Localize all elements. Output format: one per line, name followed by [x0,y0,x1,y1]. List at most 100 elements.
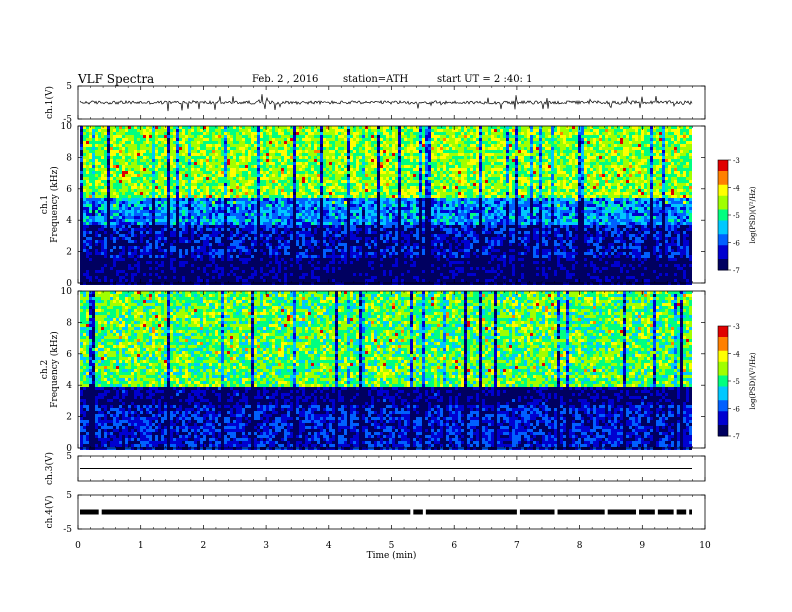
spectrogram-cell [143,138,146,141]
spectrogram-cell [134,192,137,195]
spectrogram-cell [122,267,125,270]
spectrogram-cell [80,270,83,273]
spectrogram-cell [95,204,98,207]
spectrogram-cell [110,276,113,279]
spectrogram-cell [89,174,92,177]
spectrogram-cell [131,204,134,207]
spectrogram-cell [122,252,125,255]
spectrogram-cell [95,240,98,243]
spectrogram-cell [149,258,152,261]
spectrogram-cell [128,156,131,159]
spectrogram-cell [143,168,146,171]
spectrogram-cell [95,258,98,261]
spectrogram-cell [143,219,146,222]
spectrogram-cell [134,138,137,141]
spectrogram-cell [134,276,137,279]
spectrogram-cell [143,213,146,216]
spectrogram-cell [110,180,113,183]
spectrogram-cell [98,198,101,201]
spectrogram-cell [104,240,107,243]
spectrogram-cell [140,270,143,273]
spectrogram-cell [104,189,107,192]
spectrogram-cell [122,195,125,198]
spectrogram-cell [89,267,92,270]
spectrogram-cell [98,150,101,153]
spectrogram-cell [149,138,152,141]
spectrogram-cell [146,249,149,252]
spectrogram-cell [134,204,137,207]
spectrogram-cell [116,171,119,174]
spectrogram-cell [101,132,104,135]
spectrogram-cell [137,240,140,243]
spectrogram-cell [107,240,110,243]
spectrogram-cell [110,243,113,246]
spectrogram-cell [131,228,134,231]
spectrogram-cell [119,192,122,195]
spectrogram-cell [146,183,149,186]
spectrogram-cell [110,177,113,180]
spectrogram-cell [143,207,146,210]
spectrogram-cell [113,165,116,168]
spectrogram-cell [107,189,110,192]
spectrogram-cell [143,252,146,255]
spectrogram-cell [110,252,113,255]
spectrogram-cell [107,165,110,168]
spectrogram-cell [98,237,101,240]
spectrogram-cell [134,246,137,249]
spectrogram-cell [107,219,110,222]
spectrogram-cell [119,276,122,279]
spectrogram-cell [134,144,137,147]
spectrogram-cell [149,165,152,168]
spectrogram-cell [110,279,113,282]
spectrogram-cell [89,168,92,171]
spectrogram-cell [92,171,95,174]
spectrogram-cell [125,240,128,243]
spectrogram-cell [95,174,98,177]
spectrogram-cell [137,189,140,192]
spectrogram-cell [140,171,143,174]
spectrogram-cell [122,249,125,252]
spectrogram-cell [116,159,119,162]
spectrogram-cell [80,213,83,216]
spectrogram-cell [104,159,107,162]
spectrogram-cell [89,144,92,147]
spectrogram-cell [128,267,131,270]
spectrogram-cell [131,276,134,279]
spectrogram-cell [125,192,128,195]
spectrogram-cell [107,252,110,255]
spectrogram-cell [80,267,83,270]
spectrogram-cell [98,210,101,213]
spectrogram-cell [98,270,101,273]
spectrogram-cell [128,168,131,171]
spectrogram-cell [104,213,107,216]
spectrogram-cell [89,192,92,195]
spectrogram-cell [104,210,107,213]
spectrogram-cell [140,207,143,210]
spectrogram-cell [86,231,89,234]
spectrogram-cell [92,132,95,135]
spectrogram-cell [113,135,116,138]
plot-canvas: 5-5ch.1(V) 0246810ch.1 Frequency (kHz) 02… [0,0,792,612]
spectrogram-cell [116,129,119,132]
spectrogram-cell [125,177,128,180]
spectrogram-cell [137,255,140,258]
spectrogram-cell [119,219,122,222]
spectrogram-cell [92,276,95,279]
spectrogram-cell [146,138,149,141]
spectrogram-cell [137,258,140,261]
spectrogram-cell [95,243,98,246]
spectrogram-cell [143,177,146,180]
spectrogram-cell [80,126,83,129]
spectrogram-cell [95,228,98,231]
spectrogram-cell [143,258,146,261]
spectrogram-cell [149,147,152,150]
spectrogram-cell [98,246,101,249]
spectrogram-cell [116,144,119,147]
spectrogram-cell [134,237,137,240]
spectrogram-cell [83,168,86,171]
spectrogram-cell [128,216,131,219]
spectrogram-cell [146,192,149,195]
spectrogram-cell [92,219,95,222]
spectrogram-cell [149,246,152,249]
spectrogram-cell [119,243,122,246]
